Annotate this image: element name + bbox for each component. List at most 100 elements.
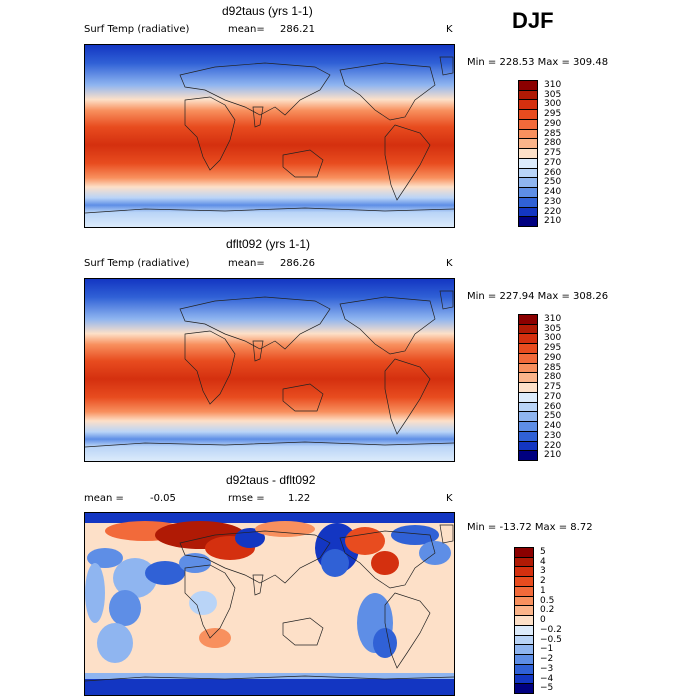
coastline-segment (282, 617, 324, 646)
coastline-segment (439, 524, 454, 544)
coastline-segment (252, 106, 264, 128)
colorbar-tick-label: 290 (544, 118, 562, 129)
coastline-segment (179, 296, 331, 350)
colorbar-tick-label: −0.2 (540, 624, 562, 635)
panel-3-rmse-value: 1.22 (288, 493, 311, 504)
colorbar-tick-label: 0 (540, 615, 546, 626)
panel-2-minmax: Min = 227.94 Max = 308.26 (467, 291, 609, 302)
colorbar-tick-label: 280 (544, 372, 562, 383)
coastlines (85, 56, 454, 214)
colorbar-tick-label: −3 (540, 663, 554, 674)
colorbar-tick-label: 310 (544, 314, 562, 324)
colorbar-tick-label: 230 (544, 430, 562, 441)
colorbar-tick-label: 1 (540, 585, 546, 596)
panel-3-colorbar: 5 4 3 2 1 0.5 0.2 0 −0.2 −0.5 −1 −2 −3 −4 −5 (514, 547, 574, 694)
colorbar-tick-label: 230 (544, 196, 562, 207)
colorbar-tick-label: 210 (544, 450, 562, 461)
panel-2-colorbar: 310 305 300 295 290 285 280 275 270 260 250 240 230 2… (518, 314, 578, 461)
panel-2-mean-value: 286.26 (280, 258, 315, 269)
colorbar-tick-label: 4 (540, 556, 546, 567)
colorbar-tick-label: 300 (544, 99, 562, 110)
colorbar-tick-label: −1 (540, 644, 554, 655)
colorbar-tick-label: 2 (540, 576, 546, 587)
colorbar-tick-label: 3 (540, 566, 546, 577)
colorbar-tick-label: 250 (544, 411, 562, 422)
colorbar-tick-label: 285 (544, 362, 562, 373)
colorbar-tick-label: 290 (544, 352, 562, 363)
coastline-segment (339, 62, 436, 121)
coastline-segment (184, 564, 236, 639)
colorbar-tick-label: 280 (544, 138, 562, 149)
colorbar-tick-label: 275 (544, 382, 562, 393)
coastline-segment (282, 383, 324, 412)
colorbar-tick-label: 275 (544, 148, 562, 159)
coastline-segment (179, 62, 331, 116)
panel-2-map (84, 278, 455, 462)
colorbar-tick-label: 285 (544, 128, 562, 139)
colorbar-tick-label: 5 (540, 547, 546, 557)
colorbar-tick-label: 270 (544, 157, 562, 168)
panel-3-rmse-label: rmse = (228, 493, 265, 504)
coastline-segment (184, 330, 236, 405)
colorbar-tick-label: 250 (544, 177, 562, 188)
panel-1-units: K (446, 24, 453, 35)
colorbar-tick-label: −2 (540, 654, 554, 665)
coastlines (85, 290, 454, 448)
colorbar-tick-label: 300 (544, 333, 562, 344)
colorbar-tick-label: 295 (544, 343, 562, 354)
panel-1-map (84, 44, 455, 228)
coastline-segment (384, 358, 431, 435)
colorbar-tick-label: −4 (540, 673, 554, 684)
coastline-segment (85, 675, 454, 682)
panel-3-mean-value: -0.05 (150, 493, 176, 504)
coastline-segment (282, 149, 324, 178)
colorbar-tick-label: 260 (544, 401, 562, 412)
coastline-segment (184, 96, 236, 171)
colorbar-tick-label: −0.5 (540, 634, 562, 645)
colorbar-tick-label: 220 (544, 440, 562, 451)
colorbar-tick-label: 240 (544, 421, 562, 432)
panel-1-mean-value: 286.21 (280, 24, 315, 35)
difference-field (85, 513, 454, 695)
temperature-field (85, 279, 454, 461)
panel-3-minmax: Min = -13.72 Max = 8.72 (467, 522, 593, 533)
coastline-segment (339, 530, 436, 589)
colorbar-swatch (514, 683, 534, 694)
colorbar-tick-label: 295 (544, 109, 562, 120)
coastline-segment (439, 290, 454, 310)
colorbar-swatch (518, 216, 538, 227)
panel-3-title: d92taus - dflt092 (226, 473, 316, 487)
colorbar-tick-label: 270 (544, 391, 562, 402)
panel-1-colorbar: 310 305 300 295 290 285 280 275 270 260 250 240 230 2… (518, 80, 578, 227)
colorbar-tick-label: 210 (544, 216, 562, 227)
colorbar-tick-label: 305 (544, 89, 562, 100)
panel-3-mean-label: mean = (84, 493, 124, 504)
colorbar-tick-label: 240 (544, 187, 562, 198)
colorbar-tick-label: 220 (544, 206, 562, 217)
season-label: DJF (512, 8, 554, 33)
coastline-segment (252, 574, 264, 596)
colorbar-tick-label: 0.5 (540, 595, 555, 606)
panel-1-mean-label: mean= (228, 24, 265, 35)
coastline-segment (439, 56, 454, 76)
colorbar-tick-label: 310 (544, 80, 562, 90)
panel-3-map (84, 512, 455, 696)
panel-1-variable: Surf Temp (radiative) (84, 24, 190, 35)
panel-2-variable: Surf Temp (radiative) (84, 258, 190, 269)
panel-2-title: dflt092 (yrs 1-1) (226, 237, 311, 251)
difference-patches (85, 513, 454, 695)
coastline-segment (85, 441, 454, 448)
coastlines (85, 524, 454, 682)
coastline-segment (85, 207, 454, 214)
colorbar-tick-label: 260 (544, 167, 562, 178)
panel-2-units: K (446, 258, 453, 269)
panel-2-mean-label: mean= (228, 258, 265, 269)
coastline-segment (252, 340, 264, 362)
colorbar-swatch (518, 450, 538, 461)
colorbar-tick-label: −5 (540, 683, 554, 694)
coastline-segment (339, 296, 436, 355)
panel-1-minmax: Min = 228.53 Max = 309.48 (467, 57, 609, 68)
coastline-segment (179, 530, 331, 584)
panel-3-units: K (446, 493, 453, 504)
colorbar-tick-label: 0.2 (540, 605, 555, 616)
